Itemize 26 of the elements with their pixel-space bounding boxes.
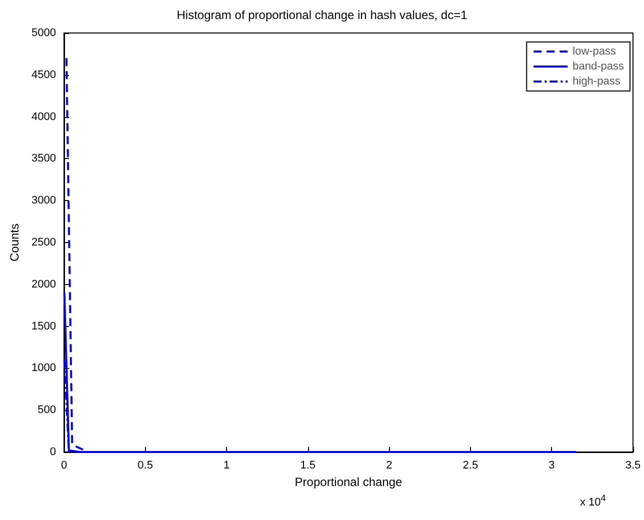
x-tick-label: 1 (224, 460, 230, 472)
x-tick-label: 2 (386, 460, 392, 472)
x-tick-label: 1.5 (300, 460, 316, 472)
legend-label: band-pass (572, 60, 624, 72)
x-tick-label: 3 (548, 460, 555, 472)
y-tick-label: 3500 (32, 152, 56, 165)
x-tick-label: 2.5 (462, 460, 478, 472)
x-tick-label: 3.5 (625, 460, 641, 472)
y-tick-label: 2000 (32, 278, 56, 290)
legend-label: high-pass (572, 76, 621, 88)
x-axis-title: Proportional change (294, 474, 403, 489)
y-tick-label: 0 (50, 446, 56, 458)
y-tick-label: 500 (38, 404, 56, 416)
legend-label: low-pass (572, 46, 617, 58)
chart-title: Histogram of proportional change in hash values, dc=1 (176, 8, 468, 22)
y-tick-label: 3000 (32, 194, 56, 207)
y-axis-title: Counts (8, 223, 22, 262)
y-tick-label: 4000 (32, 110, 56, 123)
text: x 10$^{4}$ (580, 493, 606, 509)
y-tick-label: 5000 (32, 27, 56, 39)
y-tick-label: 1500 (32, 320, 56, 332)
x-tick-label: 0.5 (138, 460, 153, 472)
y-tick-label: 2500 (32, 236, 56, 248)
x-tick-label: 0 (60, 460, 68, 472)
y-tick-label: 4500 (32, 68, 56, 81)
y-tick-label: 1000 (32, 362, 56, 374)
